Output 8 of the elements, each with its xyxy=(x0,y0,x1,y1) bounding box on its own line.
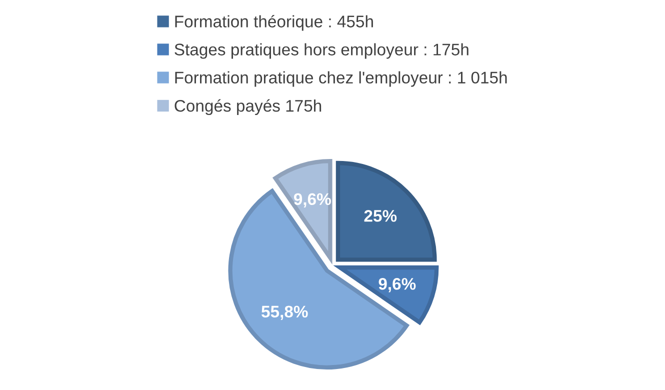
data-label: 9,6% xyxy=(294,193,331,208)
data-label: 9,6% xyxy=(378,278,416,292)
legend-label: Stages pratiques hors employeur : 175h xyxy=(174,43,468,59)
data-label: 25% xyxy=(364,210,397,222)
legend-label: Formation théorique : 455h xyxy=(175,15,373,31)
data-label: 55,8% xyxy=(262,306,308,320)
legend-label: Congés payés 175h xyxy=(174,99,322,116)
legend-label: Formation pratique chez l'employeur : 1 015h xyxy=(175,71,507,87)
